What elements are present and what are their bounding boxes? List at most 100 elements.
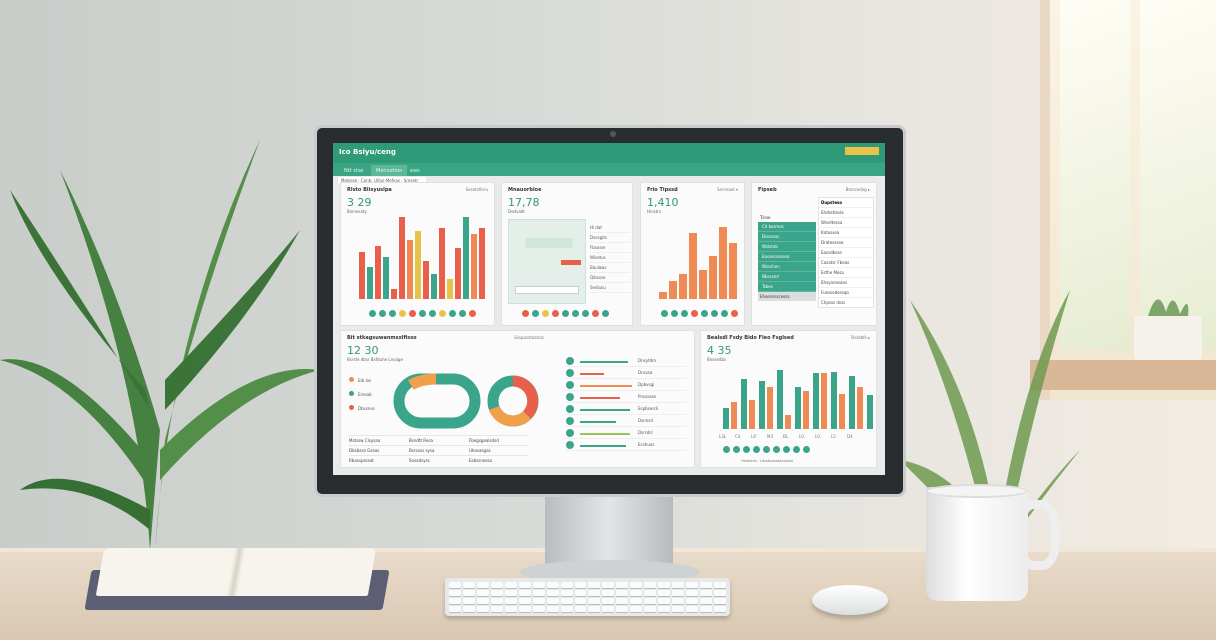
- key[interactable]: [449, 606, 461, 612]
- key[interactable]: [672, 590, 685, 596]
- key[interactable]: [449, 582, 461, 588]
- key[interactable]: [518, 582, 531, 588]
- progress-row[interactable]: Dnsytdm: [566, 355, 686, 367]
- progress-row[interactable]: Ecshuos: [566, 439, 686, 451]
- legend-dot[interactable]: [721, 310, 728, 317]
- legend-dot[interactable]: [429, 310, 436, 317]
- progress-row[interactable]: Dpbvsgi: [566, 379, 686, 391]
- key[interactable]: [644, 582, 657, 588]
- key[interactable]: [644, 598, 657, 604]
- legend-dot[interactable]: [661, 310, 668, 317]
- key[interactable]: [588, 606, 601, 612]
- key[interactable]: [462, 582, 475, 588]
- key[interactable]: [504, 598, 517, 604]
- panel-filter[interactable]: Sesetsfieru: [465, 187, 488, 192]
- key[interactable]: [574, 598, 587, 604]
- dropdown-item[interactable]: Kntossea: [819, 227, 873, 237]
- legend-dot[interactable]: [469, 310, 476, 317]
- key[interactable]: [588, 590, 601, 596]
- status-list-item[interactable]: Qibssse: [590, 273, 630, 283]
- key[interactable]: [714, 590, 726, 596]
- table-row[interactable]: Mstssw Clsysaa Bsndtt Resa Fbegsgealsdsd: [349, 435, 529, 445]
- key[interactable]: [504, 606, 517, 612]
- progress-row[interactable]: Espbsesdi: [566, 403, 686, 415]
- key[interactable]: [462, 598, 475, 604]
- key[interactable]: [518, 598, 531, 604]
- key[interactable]: [588, 582, 601, 588]
- status-list-item[interactable]: Ebulaws: [590, 263, 630, 273]
- key[interactable]: [700, 582, 713, 588]
- dropdown-item[interactable]: Esthe Mosa: [819, 267, 873, 277]
- user-badge[interactable]: [845, 147, 879, 155]
- key[interactable]: [574, 590, 587, 596]
- legend-dot[interactable]: [711, 310, 718, 317]
- legend-dot[interactable]: [763, 446, 770, 453]
- key[interactable]: [546, 598, 559, 604]
- key[interactable]: [462, 606, 475, 612]
- key[interactable]: [658, 590, 671, 596]
- status-list-item[interactable]: Hi dat: [590, 223, 630, 233]
- key[interactable]: [630, 606, 643, 612]
- tab-ews[interactable]: ews: [410, 168, 420, 174]
- key[interactable]: [532, 598, 545, 604]
- dropdown-item[interactable]: Ehsyanesaes: [819, 277, 873, 287]
- legend-dot[interactable]: [532, 310, 539, 317]
- key[interactable]: [546, 582, 559, 588]
- key[interactable]: [504, 590, 517, 596]
- legend-dot[interactable]: [701, 310, 708, 317]
- key[interactable]: [602, 606, 615, 612]
- legend-dot[interactable]: [681, 310, 688, 317]
- key[interactable]: [672, 606, 685, 612]
- key[interactable]: [532, 582, 545, 588]
- key[interactable]: [560, 606, 573, 612]
- menu-item[interactable]: Eassesssnesa: [758, 252, 816, 262]
- key[interactable]: [686, 590, 699, 596]
- panel-filter[interactable]: Bsdsbfs ▸: [851, 335, 870, 340]
- key[interactable]: [686, 606, 699, 612]
- legend-dot[interactable]: [753, 446, 760, 453]
- key[interactable]: [602, 590, 615, 596]
- dropdown-item[interactable]: Eassdbsse: [819, 247, 873, 257]
- key[interactable]: [532, 590, 545, 596]
- dropdown-item[interactable]: Drateessse: [819, 237, 873, 247]
- table-row[interactable]: Dbsbssa Gseas Bsrsass sysa Uhesasgsa: [349, 445, 529, 455]
- legend-dot[interactable]: [542, 310, 549, 317]
- legend-dot[interactable]: [793, 446, 800, 453]
- legend-dot[interactable]: [399, 310, 406, 317]
- key[interactable]: [560, 590, 573, 596]
- progress-row[interactable]: Dsrsdsl: [566, 427, 686, 439]
- key[interactable]: [546, 606, 559, 612]
- menu-item[interactable]: Wslsteb: [758, 242, 816, 252]
- key[interactable]: [490, 606, 503, 612]
- key[interactable]: [714, 606, 726, 612]
- legend-dot[interactable]: [409, 310, 416, 317]
- progress-row[interactable]: Dnsssa: [566, 367, 686, 379]
- key[interactable]: [602, 598, 615, 604]
- key[interactable]: [616, 590, 629, 596]
- key[interactable]: [686, 582, 699, 588]
- dropdown-item[interactable]: Wiseltessa: [819, 217, 873, 227]
- legend-dot[interactable]: [803, 446, 810, 453]
- key[interactable]: [644, 590, 657, 596]
- dropdown-item[interactable]: Fuessedsesqo: [819, 287, 873, 297]
- key[interactable]: [602, 582, 615, 588]
- status-list-item[interactable]: Wisetus: [590, 253, 630, 263]
- key[interactable]: [714, 582, 726, 588]
- dropdown-item[interactable]: Chpsss dsss: [819, 297, 873, 307]
- key[interactable]: [518, 606, 531, 612]
- status-list-item[interactable]: Sediusu: [590, 283, 630, 293]
- legend-dot[interactable]: [731, 310, 738, 317]
- legend-dot[interactable]: [602, 310, 609, 317]
- key[interactable]: [658, 606, 671, 612]
- progress-row[interactable]: Pnsssaes: [566, 391, 686, 403]
- key[interactable]: [588, 598, 601, 604]
- reply-input[interactable]: [515, 286, 579, 294]
- dropdown-item[interactable]: Ehdsstlesla: [819, 207, 873, 217]
- panel-filter[interactable]: Senrsaet ▾: [716, 187, 738, 192]
- key[interactable]: [560, 598, 573, 604]
- legend-dot[interactable]: [419, 310, 426, 317]
- key[interactable]: [574, 582, 587, 588]
- dropdown-item[interactable]: Casatsr Fbeas: [819, 257, 873, 267]
- panel-filter[interactable]: Ssspasstasstss: [514, 335, 544, 340]
- legend-dot[interactable]: [733, 446, 740, 453]
